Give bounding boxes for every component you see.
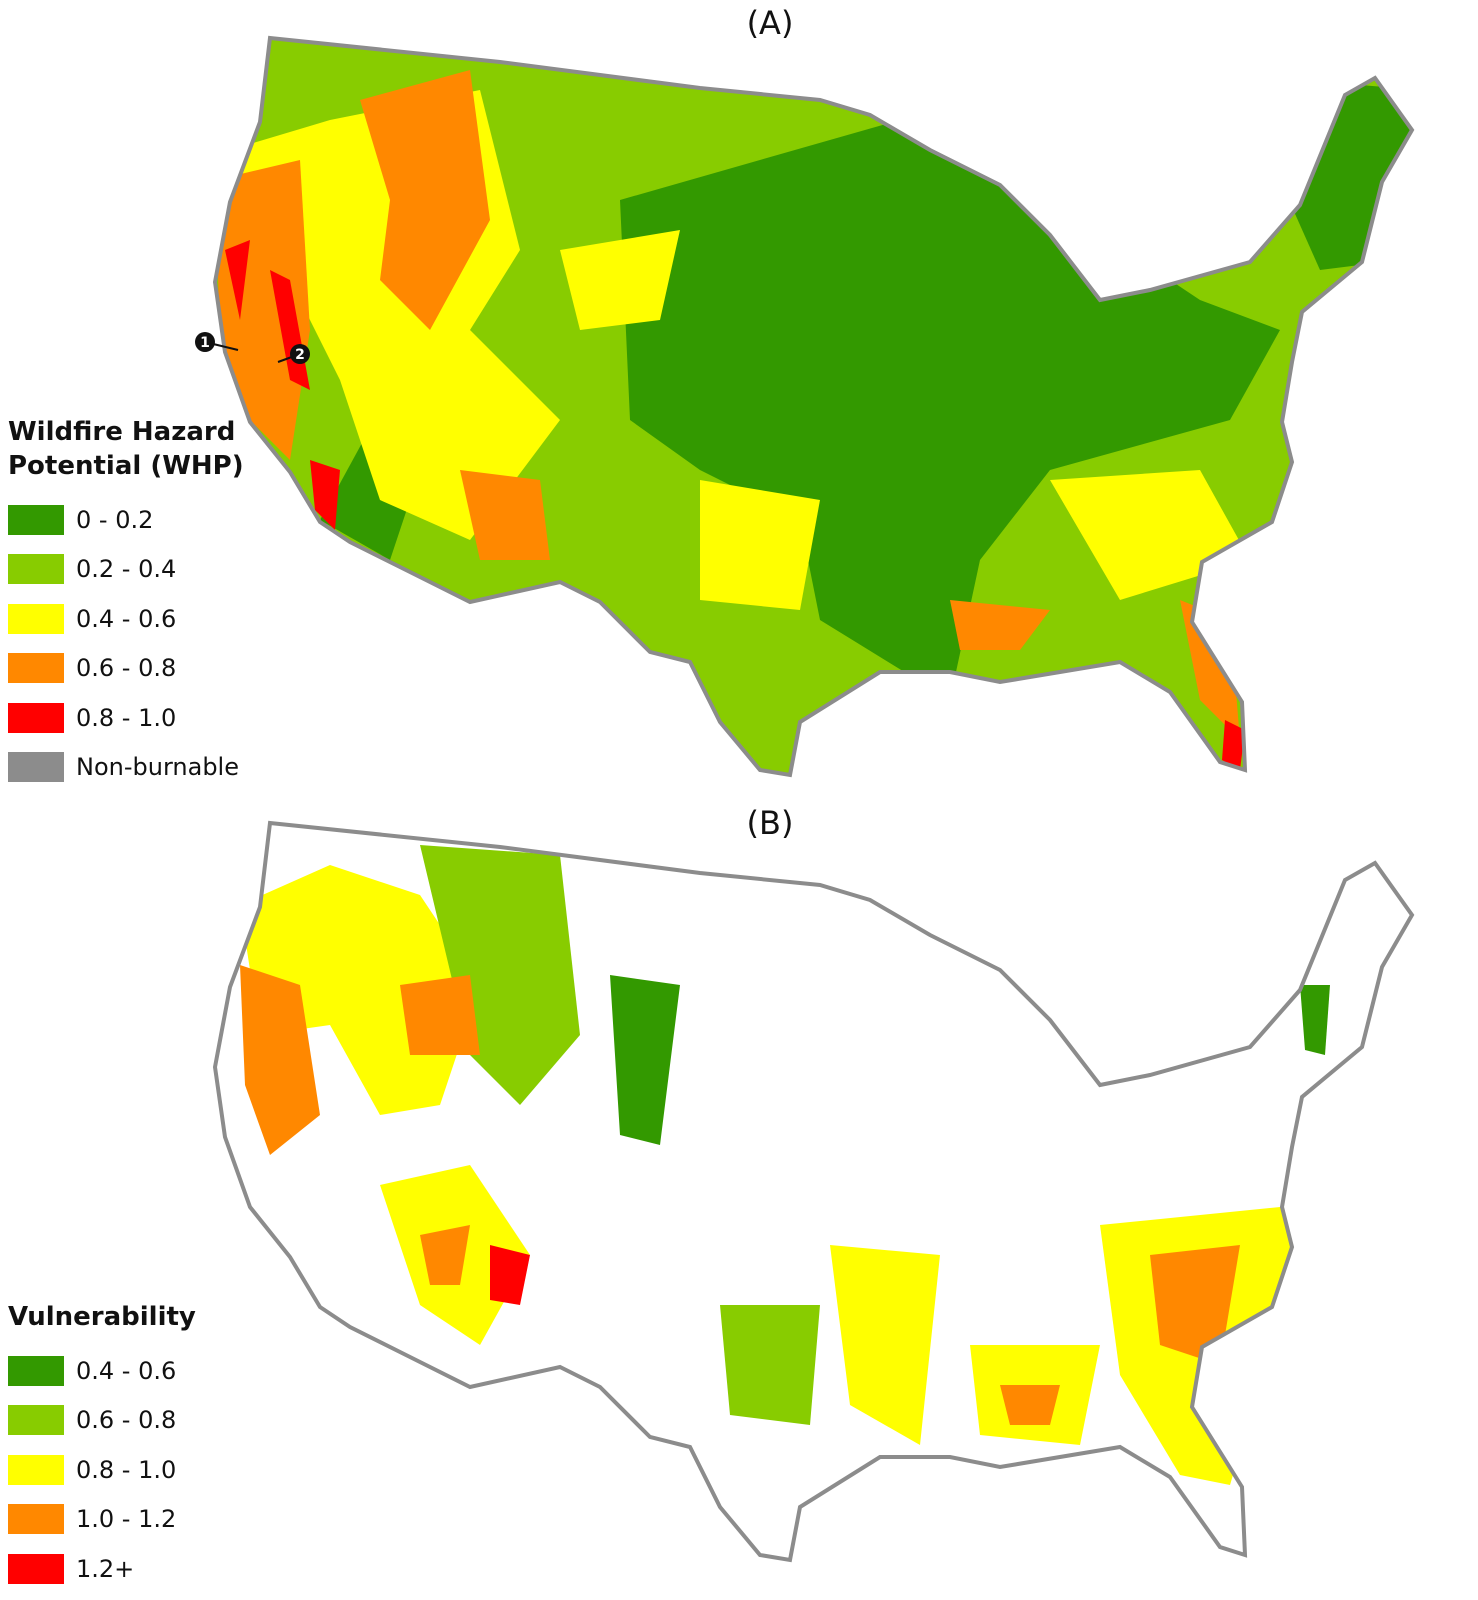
legend-swatch — [8, 1355, 64, 1386]
legend-swatch — [8, 1504, 64, 1535]
legend-label: 1.0 - 1.2 — [76, 1505, 177, 1534]
legend-swatch — [8, 1553, 64, 1584]
legend-item: Non-burnable — [8, 743, 248, 793]
legend-swatch — [8, 653, 64, 684]
legend-item: 0.4 - 0.6 — [8, 594, 248, 644]
legend-item: 0.8 - 1.0 — [8, 1445, 248, 1495]
legend-label: 0.4 - 0.6 — [76, 604, 177, 633]
map-b — [215, 823, 1412, 1560]
legend-item: 0.6 - 0.8 — [8, 644, 248, 694]
legend-swatch — [8, 554, 64, 585]
legend-item: 1.0 - 1.2 — [8, 1495, 248, 1545]
legend-item: 0.8 - 1.0 — [8, 693, 248, 743]
legend-swatch — [8, 1405, 64, 1436]
legend: Wildfire Hazard Potential (WHP) 0 - 0.2 0.… — [8, 415, 248, 792]
site-markers: 1 2 — [195, 332, 310, 364]
marker-label: 2 — [295, 347, 305, 363]
legend-label: 0.2 - 0.4 — [76, 555, 177, 584]
legend-swatch — [8, 1454, 64, 1485]
legend-title: Wildfire Hazard Potential (WHP) — [8, 417, 244, 481]
legend-label: 1.2+ — [76, 1554, 135, 1583]
legend: Vulnerability 0.4 - 0.6 0.6 - 0.8 0.8 - 1.0… — [8, 1300, 248, 1594]
legend-swatch — [8, 504, 64, 535]
marker-label: 1 — [200, 335, 210, 351]
legend-label: 0.8 - 1.0 — [76, 703, 177, 732]
legend-item: 0.2 - 0.4 — [8, 545, 248, 595]
legend-item: 0.4 - 0.6 — [8, 1346, 248, 1396]
legend-item: 0.6 - 0.8 — [8, 1396, 248, 1446]
legend-swatch — [8, 752, 64, 783]
legend-label: 0.4 - 0.6 — [76, 1356, 177, 1385]
legend-item: 0 - 0.2 — [8, 495, 248, 545]
legend-item: 1.2+ — [8, 1544, 248, 1594]
legend-label: Non-burnable — [76, 753, 239, 782]
legend-swatch — [8, 702, 64, 733]
legend-label: 0.6 - 0.8 — [76, 1406, 177, 1435]
legend-label: 0 - 0.2 — [76, 505, 154, 534]
panel-title: (B) — [746, 804, 794, 842]
legend-label: 0.6 - 0.8 — [76, 654, 177, 683]
map-a — [215, 38, 1412, 775]
legend-label: 0.8 - 1.0 — [76, 1455, 177, 1484]
panel-title: (A) — [746, 4, 794, 42]
legend-title: Vulnerability — [8, 1302, 196, 1332]
legend-swatch — [8, 603, 64, 634]
